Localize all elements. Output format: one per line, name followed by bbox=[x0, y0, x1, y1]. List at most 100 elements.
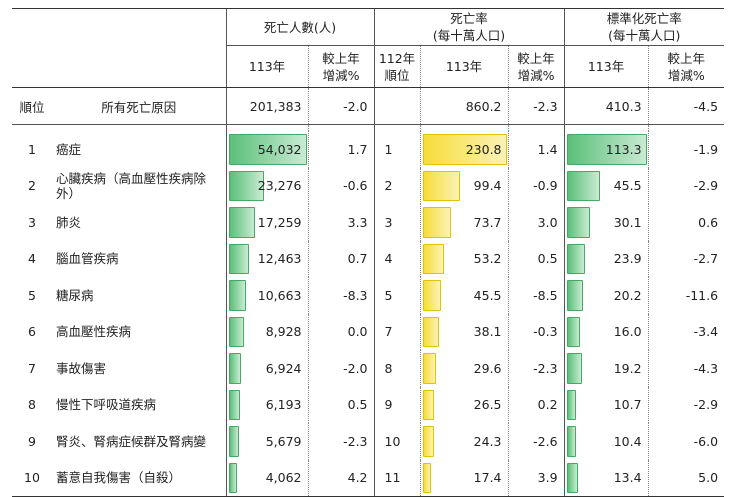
death-rate-change: 3.9 bbox=[507, 459, 565, 497]
cause-name: 糖尿病 bbox=[56, 287, 94, 303]
std-rate-change: -2.9 bbox=[647, 167, 725, 204]
rank-112: 11 bbox=[373, 459, 421, 497]
std-rate-cell: 19.2 bbox=[563, 350, 649, 387]
death-rate-cell: 17.4 bbox=[419, 459, 509, 497]
death-rate-bar bbox=[422, 243, 444, 274]
std-rate-cell: 10.7 bbox=[563, 386, 649, 423]
std-rate: 113.3 bbox=[605, 141, 642, 157]
death-count-cell: 10,663 bbox=[225, 277, 308, 314]
std-rate: 20.2 bbox=[613, 287, 642, 303]
std-rate-bar bbox=[566, 170, 600, 201]
cause-name: 蓄意自我傷害（自殺） bbox=[52, 459, 226, 497]
std-rate: 16.0 bbox=[613, 324, 642, 340]
death-count-cell: 8,928 bbox=[225, 313, 308, 350]
std-rate-cell: 30.1 bbox=[563, 204, 649, 241]
death-rate: 29.6 bbox=[473, 360, 502, 376]
std-rate-change: -2.9 bbox=[647, 386, 725, 423]
std-rate-bar bbox=[566, 389, 576, 420]
std-rate-bar bbox=[566, 316, 580, 347]
std-rate-change: -6.0 bbox=[647, 423, 725, 460]
death-count: 17,259 bbox=[257, 214, 302, 230]
causes-of-death-table: 死亡人數(人) 死亡率 (每十萬人口) 標準化死亡率 (每十萬人口) 113年 … bbox=[12, 8, 725, 497]
total-rate-change: -2.3 bbox=[507, 87, 565, 125]
death-count-bar bbox=[228, 426, 239, 457]
cause-name: 事故傷害 bbox=[56, 360, 107, 376]
std-rate-change: -1.9 bbox=[647, 131, 725, 168]
table-row: 7 事故傷害 6,924 -2.0 8 29.6 -2.3 19.2 -4.3 bbox=[12, 350, 725, 387]
death-rate-change: -0.3 bbox=[507, 313, 565, 350]
rank-112: 4 bbox=[373, 240, 421, 277]
std-rate-cell: 10.4 bbox=[563, 423, 649, 460]
death-rate: 53.2 bbox=[473, 251, 502, 267]
table-row: 4 腦血管疾病 12,463 0.7 4 53.2 0.5 23.9 -2.7 bbox=[12, 240, 725, 277]
death-rate: 99.4 bbox=[473, 178, 502, 194]
death-rate-cell: 73.7 bbox=[419, 204, 509, 241]
header-count-change: 較上年 增減% bbox=[307, 45, 375, 88]
death-rate-change: -2.3 bbox=[507, 350, 565, 387]
death-rate: 73.7 bbox=[473, 214, 502, 230]
cause-name: 癌症 bbox=[56, 141, 82, 157]
death-rate-cell: 29.6 bbox=[419, 350, 509, 387]
std-rate-change: 0.6 bbox=[647, 204, 725, 241]
death-rate: 24.3 bbox=[473, 433, 502, 449]
death-count-cell: 4,062 bbox=[225, 459, 308, 497]
death-count: 5,679 bbox=[265, 433, 302, 449]
rank: 6 bbox=[28, 324, 36, 340]
std-rate-bar bbox=[566, 280, 583, 311]
death-count-change: 0.7 bbox=[307, 240, 375, 277]
header-rate-year: 113年 bbox=[419, 45, 509, 88]
death-rate-cell: 99.4 bbox=[419, 167, 509, 204]
death-rate-change: 1.4 bbox=[507, 131, 565, 168]
rank: 10 bbox=[12, 459, 52, 497]
death-count-cell: 12,463 bbox=[225, 240, 308, 277]
std-rate: 13.4 bbox=[613, 470, 642, 486]
header-count-year: 113年 bbox=[225, 45, 308, 88]
death-rate-cell: 38.1 bbox=[419, 313, 509, 350]
death-rate-change: 0.2 bbox=[507, 386, 565, 423]
std-rate-cell: 113.3 bbox=[563, 131, 649, 168]
death-rate-bar bbox=[422, 207, 451, 238]
cause-name: 腦血管疾病 bbox=[56, 251, 119, 267]
table-row: 10 蓄意自我傷害（自殺） 4,062 4.2 11 17.4 3.9 13.4 5.0 bbox=[12, 459, 725, 497]
table-row: 2 心臟疾病（高血壓性疾病除外） 23,276 -0.6 2 99.4 -0.9 45.5 -2… bbox=[12, 167, 725, 204]
death-count: 6,924 bbox=[265, 360, 302, 376]
death-rate: 230.8 bbox=[465, 141, 502, 157]
table-row: 9 腎炎、腎病症候群及腎病變 5,679 -2.3 10 24.3 -2.6 10.4 -6.0 bbox=[12, 423, 725, 460]
death-count: 4,062 bbox=[265, 470, 302, 486]
death-count-change: 0.0 bbox=[307, 313, 375, 350]
std-rate: 30.1 bbox=[613, 214, 642, 230]
death-count-cell: 6,193 bbox=[225, 386, 308, 423]
death-count-change: 3.3 bbox=[307, 204, 375, 241]
death-count-bar bbox=[228, 353, 241, 384]
cause-name: 慢性下呼吸道疾病 bbox=[56, 397, 157, 413]
death-rate-cell: 45.5 bbox=[419, 277, 509, 314]
header-std-year: 113年 bbox=[563, 45, 649, 88]
total-std-rate: 410.3 bbox=[563, 87, 649, 125]
std-rate-cell: 20.2 bbox=[563, 277, 649, 314]
rank-header: 順位 bbox=[12, 87, 52, 125]
death-count-bar bbox=[228, 243, 249, 274]
std-rate: 10.7 bbox=[613, 397, 642, 413]
std-rate-bar bbox=[566, 426, 576, 457]
std-rate-bar bbox=[566, 243, 585, 274]
death-rate: 45.5 bbox=[473, 287, 502, 303]
std-rate-cell: 16.0 bbox=[563, 313, 649, 350]
header-rate-change: 較上年 增減% bbox=[507, 45, 565, 88]
rank-112: 9 bbox=[373, 386, 421, 423]
rank: 3 bbox=[28, 214, 36, 230]
death-rate-bar bbox=[422, 134, 507, 165]
rank: 9 bbox=[28, 433, 36, 449]
std-rate-change: -11.6 bbox=[647, 277, 725, 314]
std-rate-change: -3.4 bbox=[647, 313, 725, 350]
death-count: 23,276 bbox=[257, 178, 302, 194]
rank: 5 bbox=[28, 287, 36, 303]
death-rate-bar bbox=[422, 389, 434, 420]
death-count-bar bbox=[228, 316, 244, 347]
total-rate: 860.2 bbox=[419, 87, 509, 125]
death-rate-change: -2.6 bbox=[507, 423, 565, 460]
death-count: 12,463 bbox=[257, 251, 302, 267]
death-count-change: 1.7 bbox=[307, 131, 375, 168]
death-rate-cell: 24.3 bbox=[419, 423, 509, 460]
total-count: 201,383 bbox=[225, 87, 308, 125]
std-rate: 10.4 bbox=[613, 433, 642, 449]
